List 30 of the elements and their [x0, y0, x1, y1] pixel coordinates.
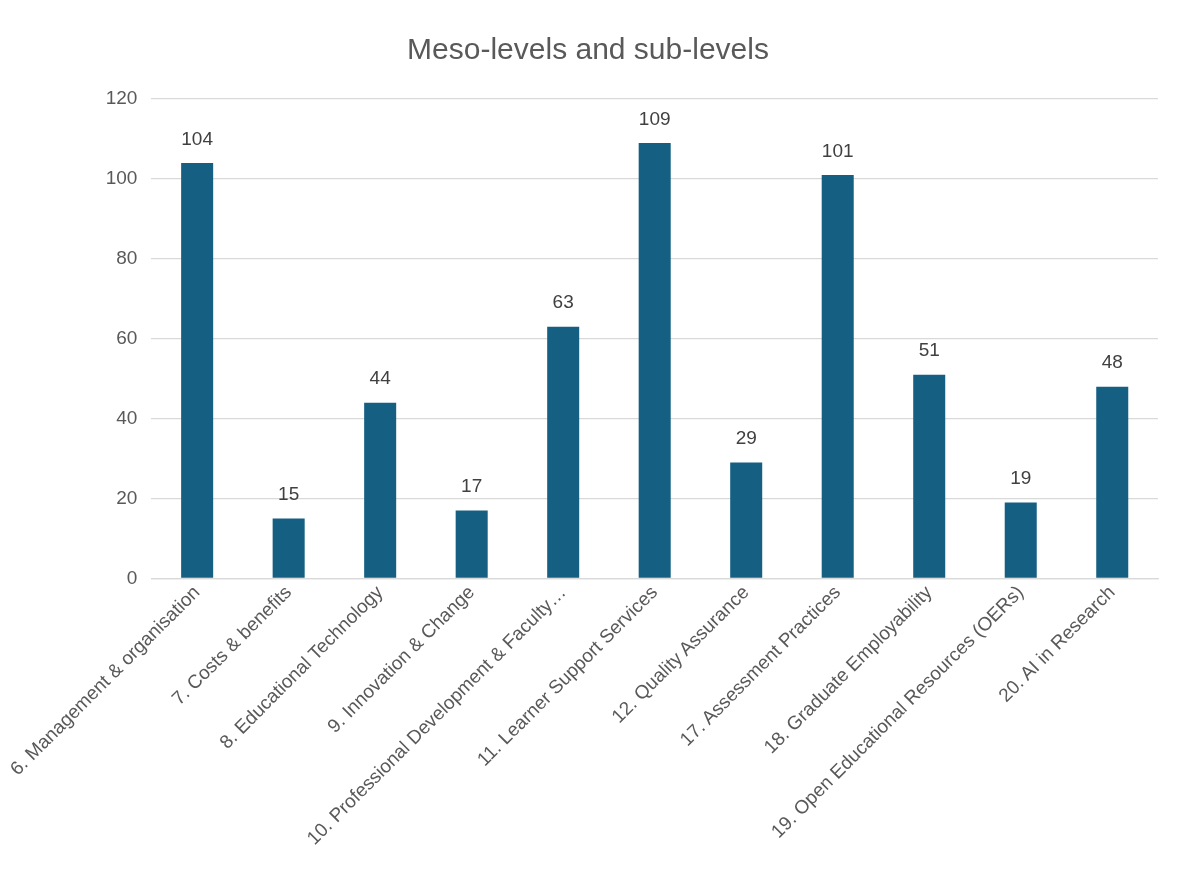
bar	[1004, 502, 1037, 578]
chart-title: Meso-levels and sub-levels	[407, 32, 769, 66]
data-label: 29	[735, 427, 757, 449]
data-label: 109	[638, 107, 671, 129]
data-label: 63	[552, 291, 574, 313]
data-label: 17	[461, 475, 483, 497]
bar	[913, 374, 946, 578]
data-label: 101	[821, 139, 854, 161]
bar	[181, 162, 214, 578]
y-tick-label: 60	[116, 326, 138, 348]
y-tick-label: 80	[116, 247, 138, 269]
data-label: 104	[181, 127, 214, 149]
bar	[272, 518, 305, 578]
bar	[1096, 386, 1129, 578]
bar	[455, 510, 488, 578]
data-label: 48	[1101, 351, 1123, 373]
data-label: 51	[918, 339, 940, 361]
y-tick-label: 20	[116, 486, 138, 508]
bar	[364, 402, 397, 578]
y-tick-label: 0	[126, 566, 138, 588]
bar	[638, 142, 671, 578]
data-label: 19	[1010, 467, 1032, 489]
bar	[730, 462, 763, 578]
data-label: 44	[369, 367, 392, 389]
y-tick-label: 120	[105, 87, 138, 109]
data-label: 15	[278, 483, 300, 505]
y-tick-label: 40	[116, 406, 138, 428]
y-tick-label: 100	[105, 167, 138, 189]
bar	[821, 174, 854, 578]
bar	[547, 326, 580, 578]
